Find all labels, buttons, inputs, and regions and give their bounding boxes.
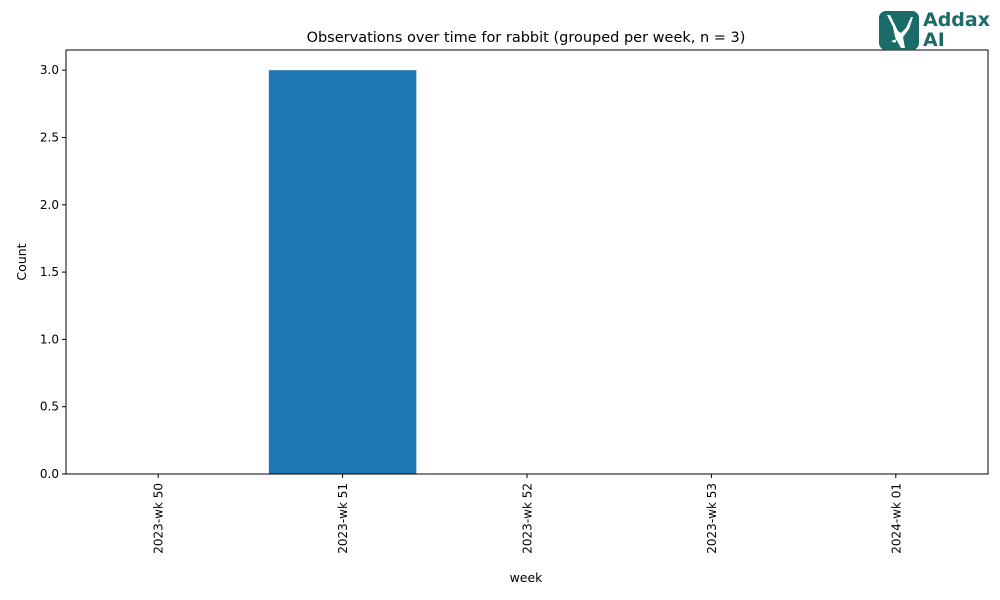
logo-wordmark-line1: Addax xyxy=(923,9,990,31)
addax-antelope-icon xyxy=(879,11,919,50)
x-tick-label: 2023-wk 51 xyxy=(336,483,350,554)
chart-title: Observations over time for rabbit (group… xyxy=(307,30,746,46)
y-tick-label: 0.5 xyxy=(40,400,59,414)
y-tick-label: 1.0 xyxy=(40,332,59,346)
y-tick-label: 3.0 xyxy=(40,63,59,77)
y-tick-label: 2.0 xyxy=(40,198,59,212)
x-tick-label: 2023-wk 53 xyxy=(705,483,719,554)
y-tick-label: 2.5 xyxy=(40,130,59,144)
bar-2 xyxy=(268,70,417,474)
x-axis-label: week xyxy=(510,570,544,585)
bars-group xyxy=(268,70,417,474)
y-axis-label: Count xyxy=(14,243,29,280)
x-tick-label: 2023-wk 52 xyxy=(521,483,535,554)
plot-frame xyxy=(65,49,989,475)
x-tick-label: 2023-wk 50 xyxy=(152,483,166,554)
logo-wordmark-line2: AI xyxy=(923,29,945,51)
axes-group: 0.0 0.5 1.0 1.5 2.0 2.5 3.0 2023-wk 50 2023-wk 5… xyxy=(40,49,989,554)
y-tick-label: 1.5 xyxy=(40,265,59,279)
addax-ai-logo: Addax AI xyxy=(879,9,994,51)
y-tick-label: 0.0 xyxy=(40,467,59,481)
x-tick-label: 2024-wk 01 xyxy=(889,483,903,554)
